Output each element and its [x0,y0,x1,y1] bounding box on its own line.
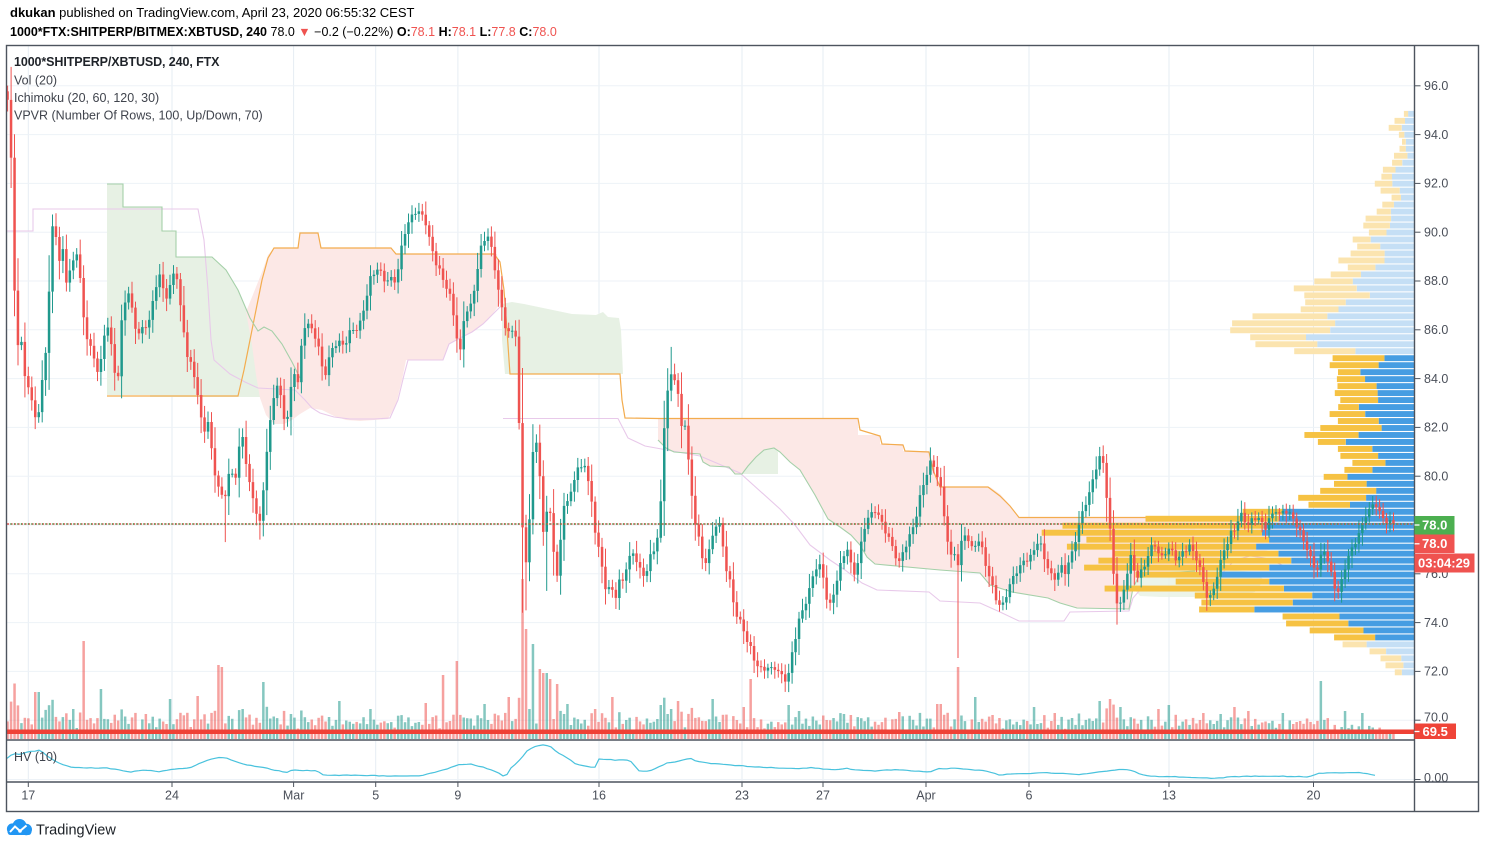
svg-text:78.0: 78.0 [1422,518,1447,533]
svg-text:82.0: 82.0 [1424,421,1448,435]
svg-text:Vol (20): Vol (20) [14,74,57,88]
svg-text:84.0: 84.0 [1424,372,1448,386]
svg-text:88.0: 88.0 [1424,274,1448,288]
svg-text:90.0: 90.0 [1424,225,1448,239]
svg-text:Ichimoku (20, 60, 120, 30): Ichimoku (20, 60, 120, 30) [14,91,159,105]
svg-text:9: 9 [454,789,461,803]
svg-text:69.5: 69.5 [1423,724,1448,739]
svg-text:27: 27 [816,789,830,803]
svg-text:92.0: 92.0 [1424,177,1448,191]
svg-text:VPVR (Number Of Rows, 100, Up/: VPVR (Number Of Rows, 100, Up/Down, 70) [14,109,263,123]
svg-text:6: 6 [1026,789,1033,803]
svg-text:74.0: 74.0 [1424,616,1448,630]
svg-text:24: 24 [165,789,179,803]
svg-text:03:04:29: 03:04:29 [1418,556,1470,571]
svg-text:HV (10): HV (10) [14,750,57,764]
svg-text:96.0: 96.0 [1424,79,1448,93]
svg-text:72.0: 72.0 [1424,665,1448,679]
svg-text:20: 20 [1307,789,1321,803]
svg-text:Mar: Mar [283,789,305,803]
svg-text:86.0: 86.0 [1424,323,1448,337]
svg-text:dkukan published on TradingVie: dkukan published on TradingView.com, Apr… [10,5,415,20]
svg-text:78.0: 78.0 [1422,536,1447,551]
svg-text:Apr: Apr [916,789,935,803]
svg-text:80.0: 80.0 [1424,469,1448,483]
svg-text:5: 5 [372,789,379,803]
svg-text:0.00: 0.00 [1424,771,1448,785]
svg-text:16: 16 [592,789,606,803]
svg-text:94.0: 94.0 [1424,128,1448,142]
svg-text:70.0: 70.0 [1424,711,1448,725]
svg-text:TradingView: TradingView [36,823,116,839]
svg-text:1000*SHITPERP/XBTUSD, 240, FTX: 1000*SHITPERP/XBTUSD, 240, FTX [14,55,220,69]
svg-text:17: 17 [21,789,35,803]
svg-text:1000*FTX:SHITPERP/BITMEX:XBTUS: 1000*FTX:SHITPERP/BITMEX:XBTUSD, 240 78.… [10,25,557,39]
svg-text:13: 13 [1162,789,1176,803]
svg-text:23: 23 [735,789,749,803]
